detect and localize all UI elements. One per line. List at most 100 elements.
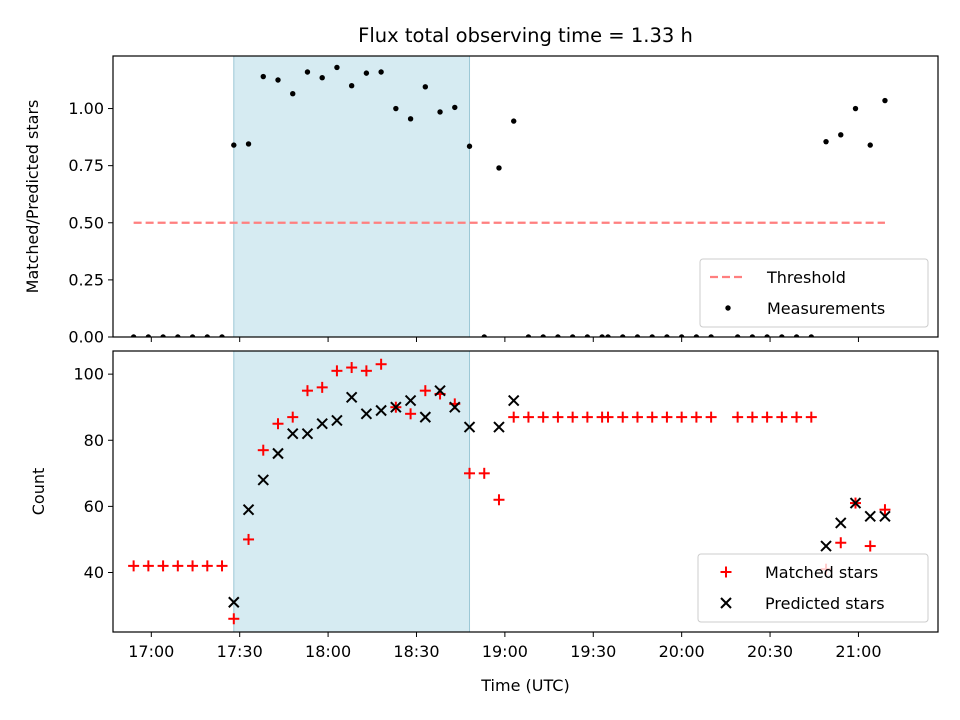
matched-star-point <box>631 411 643 423</box>
measurement-point <box>620 334 626 337</box>
predicted-star-point <box>360 408 373 420</box>
measurement-point <box>363 70 370 76</box>
measurement-point <box>245 141 252 147</box>
x-tick-label: 18:00 <box>305 642 351 661</box>
predicted-star-mark-b <box>375 404 387 417</box>
measurement-point <box>678 334 685 337</box>
x-axis-label: Time (UTC) <box>480 676 569 695</box>
predicted-star-point <box>316 418 328 430</box>
y-tick-label: 0.75 <box>68 156 104 175</box>
measurement-point <box>378 69 384 75</box>
legend: Threshold Measurements <box>699 258 929 328</box>
measurement-point <box>867 142 873 148</box>
measurement-point <box>175 334 181 337</box>
matched-star-point <box>522 411 534 423</box>
matched-star-point <box>776 411 788 423</box>
matched-star-point <box>746 411 758 423</box>
measurement-point <box>437 109 443 115</box>
measurement-point <box>304 69 311 75</box>
matched-star-point <box>360 365 372 377</box>
matched-star-point <box>617 411 629 423</box>
matched-star-point <box>552 411 564 423</box>
predicted-star-point <box>849 497 862 509</box>
y-axis-label: Matched/Predicted stars <box>23 100 42 294</box>
measurement-point <box>823 138 829 145</box>
matched-star-point <box>732 411 744 423</box>
matched-star-point <box>879 504 891 516</box>
legend-label: Measurements <box>767 299 885 318</box>
matched-star-point <box>157 560 169 572</box>
matched-star-point <box>128 560 140 572</box>
predicted-star-point <box>419 411 432 423</box>
measurement-point <box>422 84 429 90</box>
matched-star-point <box>537 411 549 423</box>
matched-star-point <box>761 411 773 423</box>
observing-interval-shade <box>233 351 470 632</box>
measurement-point <box>393 105 399 112</box>
matched-star-point <box>581 411 593 423</box>
matched-star-point <box>287 411 299 423</box>
predicted-star-mark-b <box>390 401 402 413</box>
predicted-star-point <box>331 414 343 427</box>
predicted-star-mark-b <box>820 540 832 552</box>
measurement-point <box>634 334 641 337</box>
measurement-point <box>555 334 561 337</box>
measurement-point <box>605 334 611 337</box>
legend-handle-predicted-b <box>720 597 732 609</box>
observing-interval-shade <box>233 56 470 337</box>
legend-box <box>699 258 929 328</box>
predicted-star-mark-b <box>257 474 269 486</box>
matched-star-point <box>346 362 358 374</box>
measurement-point <box>452 104 458 111</box>
matched-star-point <box>331 365 343 377</box>
measurement-point <box>540 334 546 337</box>
measurement-point <box>204 334 210 337</box>
measurement-point <box>693 334 700 337</box>
predicted-star-point <box>375 404 387 417</box>
predicted-star-point <box>404 394 417 407</box>
matched-star-point <box>705 411 717 423</box>
measurement-point <box>481 334 487 337</box>
matched-star-point <box>835 537 847 549</box>
measurement-point <box>708 334 714 337</box>
axes-frame <box>112 55 939 338</box>
measurement-point <box>838 132 844 138</box>
x-tick-label: 17:30 <box>217 642 263 661</box>
predicted-star-mark-b <box>272 447 284 460</box>
predicted-star-mark-b <box>508 394 520 407</box>
predicted-star-mark-b <box>404 394 417 407</box>
y-tick-label: 80 <box>84 431 104 450</box>
x-tick-label: 19:30 <box>570 642 616 661</box>
matched-star-point <box>508 411 520 423</box>
predicted-star-point <box>434 384 446 397</box>
predicted-star-point <box>257 474 269 486</box>
matched-star-point <box>301 385 313 397</box>
y-tick-label: 100 <box>73 365 104 384</box>
x-tick-label: 17:00 <box>128 642 174 661</box>
predicted-star-point <box>242 503 255 516</box>
measurement-point <box>852 105 859 112</box>
measurement-point <box>569 334 576 337</box>
matched-star-point <box>142 560 154 572</box>
matched-star-point <box>172 560 184 572</box>
matched-star-point <box>216 560 228 572</box>
predicted-star-mark-b <box>434 384 446 397</box>
predicted-star-mark-b <box>879 510 891 523</box>
measurement-point <box>525 334 532 337</box>
matched-star-point <box>690 411 702 423</box>
measurement-point <box>734 334 741 337</box>
predicted-star-mark-b <box>316 418 328 430</box>
matched-star-point <box>272 418 284 430</box>
x-tick-label: 20:00 <box>659 642 705 661</box>
predicted-star-point <box>287 427 299 440</box>
plot-area <box>128 351 891 632</box>
predicted-star-point <box>463 421 476 433</box>
predicted-star-mark-b <box>835 517 847 529</box>
measurement-point <box>584 334 591 337</box>
bottom-panel: 40 60 80 100 17:00 17:30 18:00 18:30 19:00 19:30 2… <box>29 350 939 695</box>
measurement-point <box>664 334 670 337</box>
matched-star-point <box>243 533 255 545</box>
predicted-star-point <box>493 421 505 433</box>
measurement-point <box>260 73 266 80</box>
